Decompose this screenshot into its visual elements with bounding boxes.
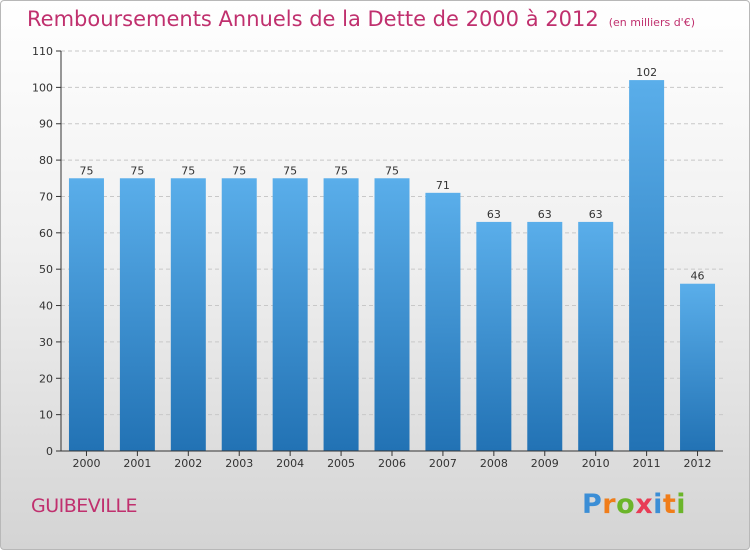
bar [680, 283, 716, 451]
logo-letter: i [653, 489, 663, 520]
axes [60, 51, 723, 452]
logo-letter: t [662, 489, 677, 520]
x-tick-label: 2000 [72, 457, 100, 470]
y-tick-label: 40 [39, 300, 53, 313]
x-tick-label: 2001 [123, 457, 151, 470]
data-label: 63 [538, 208, 552, 221]
y-tick-label: 80 [39, 154, 53, 167]
bar [374, 178, 410, 452]
logo-letter: i [676, 489, 687, 520]
y-axis-ticks: 0 10 20 30 40 50 60 70 80 90 100 110 [32, 45, 61, 458]
data-label: 63 [589, 208, 603, 221]
bar [629, 80, 665, 451]
data-labels: 75 75 75 75 75 75 75 71 63 63 63 102 46 [79, 66, 704, 283]
bar [272, 178, 308, 452]
bar [323, 178, 359, 452]
data-label: 75 [283, 164, 297, 177]
logo-letter: x [635, 489, 654, 520]
y-tick-label: 60 [39, 227, 53, 240]
y-tick-label: 50 [39, 263, 53, 276]
bar [578, 221, 614, 451]
bar [221, 178, 257, 452]
x-tick-label: 2005 [327, 457, 355, 470]
data-label: 75 [130, 164, 144, 177]
data-label: 71 [436, 179, 450, 192]
chart-title: Remboursements Annuels de la Dette de 20… [27, 7, 599, 31]
x-tick-label: 2006 [378, 457, 406, 470]
y-tick-label: 100 [32, 81, 53, 94]
y-tick-label: 70 [39, 190, 53, 203]
data-label: 75 [334, 164, 348, 177]
x-axis-ticks: 2000 2001 2002 2003 2004 2005 2006 2007 2008 2009… [72, 451, 712, 470]
data-label: 75 [79, 164, 93, 177]
data-label: 102 [636, 66, 657, 79]
x-tick-label: 2002 [174, 457, 202, 470]
data-label: 75 [385, 164, 399, 177]
y-tick-label: 90 [39, 118, 53, 131]
logo-letter: r [602, 489, 617, 520]
bars [68, 80, 716, 452]
bar [170, 178, 206, 452]
x-tick-label: 2009 [531, 457, 559, 470]
bar [119, 178, 155, 452]
logo-letter: o [616, 489, 636, 520]
bar [68, 178, 104, 452]
y-tick-label: 110 [32, 45, 53, 58]
logo-letter: P [582, 489, 603, 520]
x-tick-label: 2004 [276, 457, 304, 470]
y-tick-label: 30 [39, 336, 53, 349]
bar [476, 221, 512, 451]
bar [425, 192, 461, 451]
y-tick-label: 20 [39, 372, 53, 385]
town-name: GUIBEVILLE [31, 495, 138, 517]
y-tick-label: 10 [39, 409, 53, 422]
x-tick-label: 2007 [429, 457, 457, 470]
proxiti-logo[interactable]: Proxiti [582, 489, 686, 520]
bar [527, 221, 563, 451]
data-label: 75 [181, 164, 195, 177]
x-tick-label: 2003 [225, 457, 253, 470]
x-tick-label: 2010 [582, 457, 610, 470]
y-tick-label: 0 [46, 445, 53, 458]
x-tick-label: 2012 [684, 457, 712, 470]
x-tick-label: 2011 [633, 457, 661, 470]
data-label: 75 [232, 164, 246, 177]
x-tick-label: 2008 [480, 457, 508, 470]
data-label: 63 [487, 208, 501, 221]
chart-subtitle: (en milliers d'€) [608, 16, 695, 29]
data-label: 46 [691, 270, 705, 283]
title-row: Remboursements Annuels de la Dette de 20… [27, 7, 695, 31]
